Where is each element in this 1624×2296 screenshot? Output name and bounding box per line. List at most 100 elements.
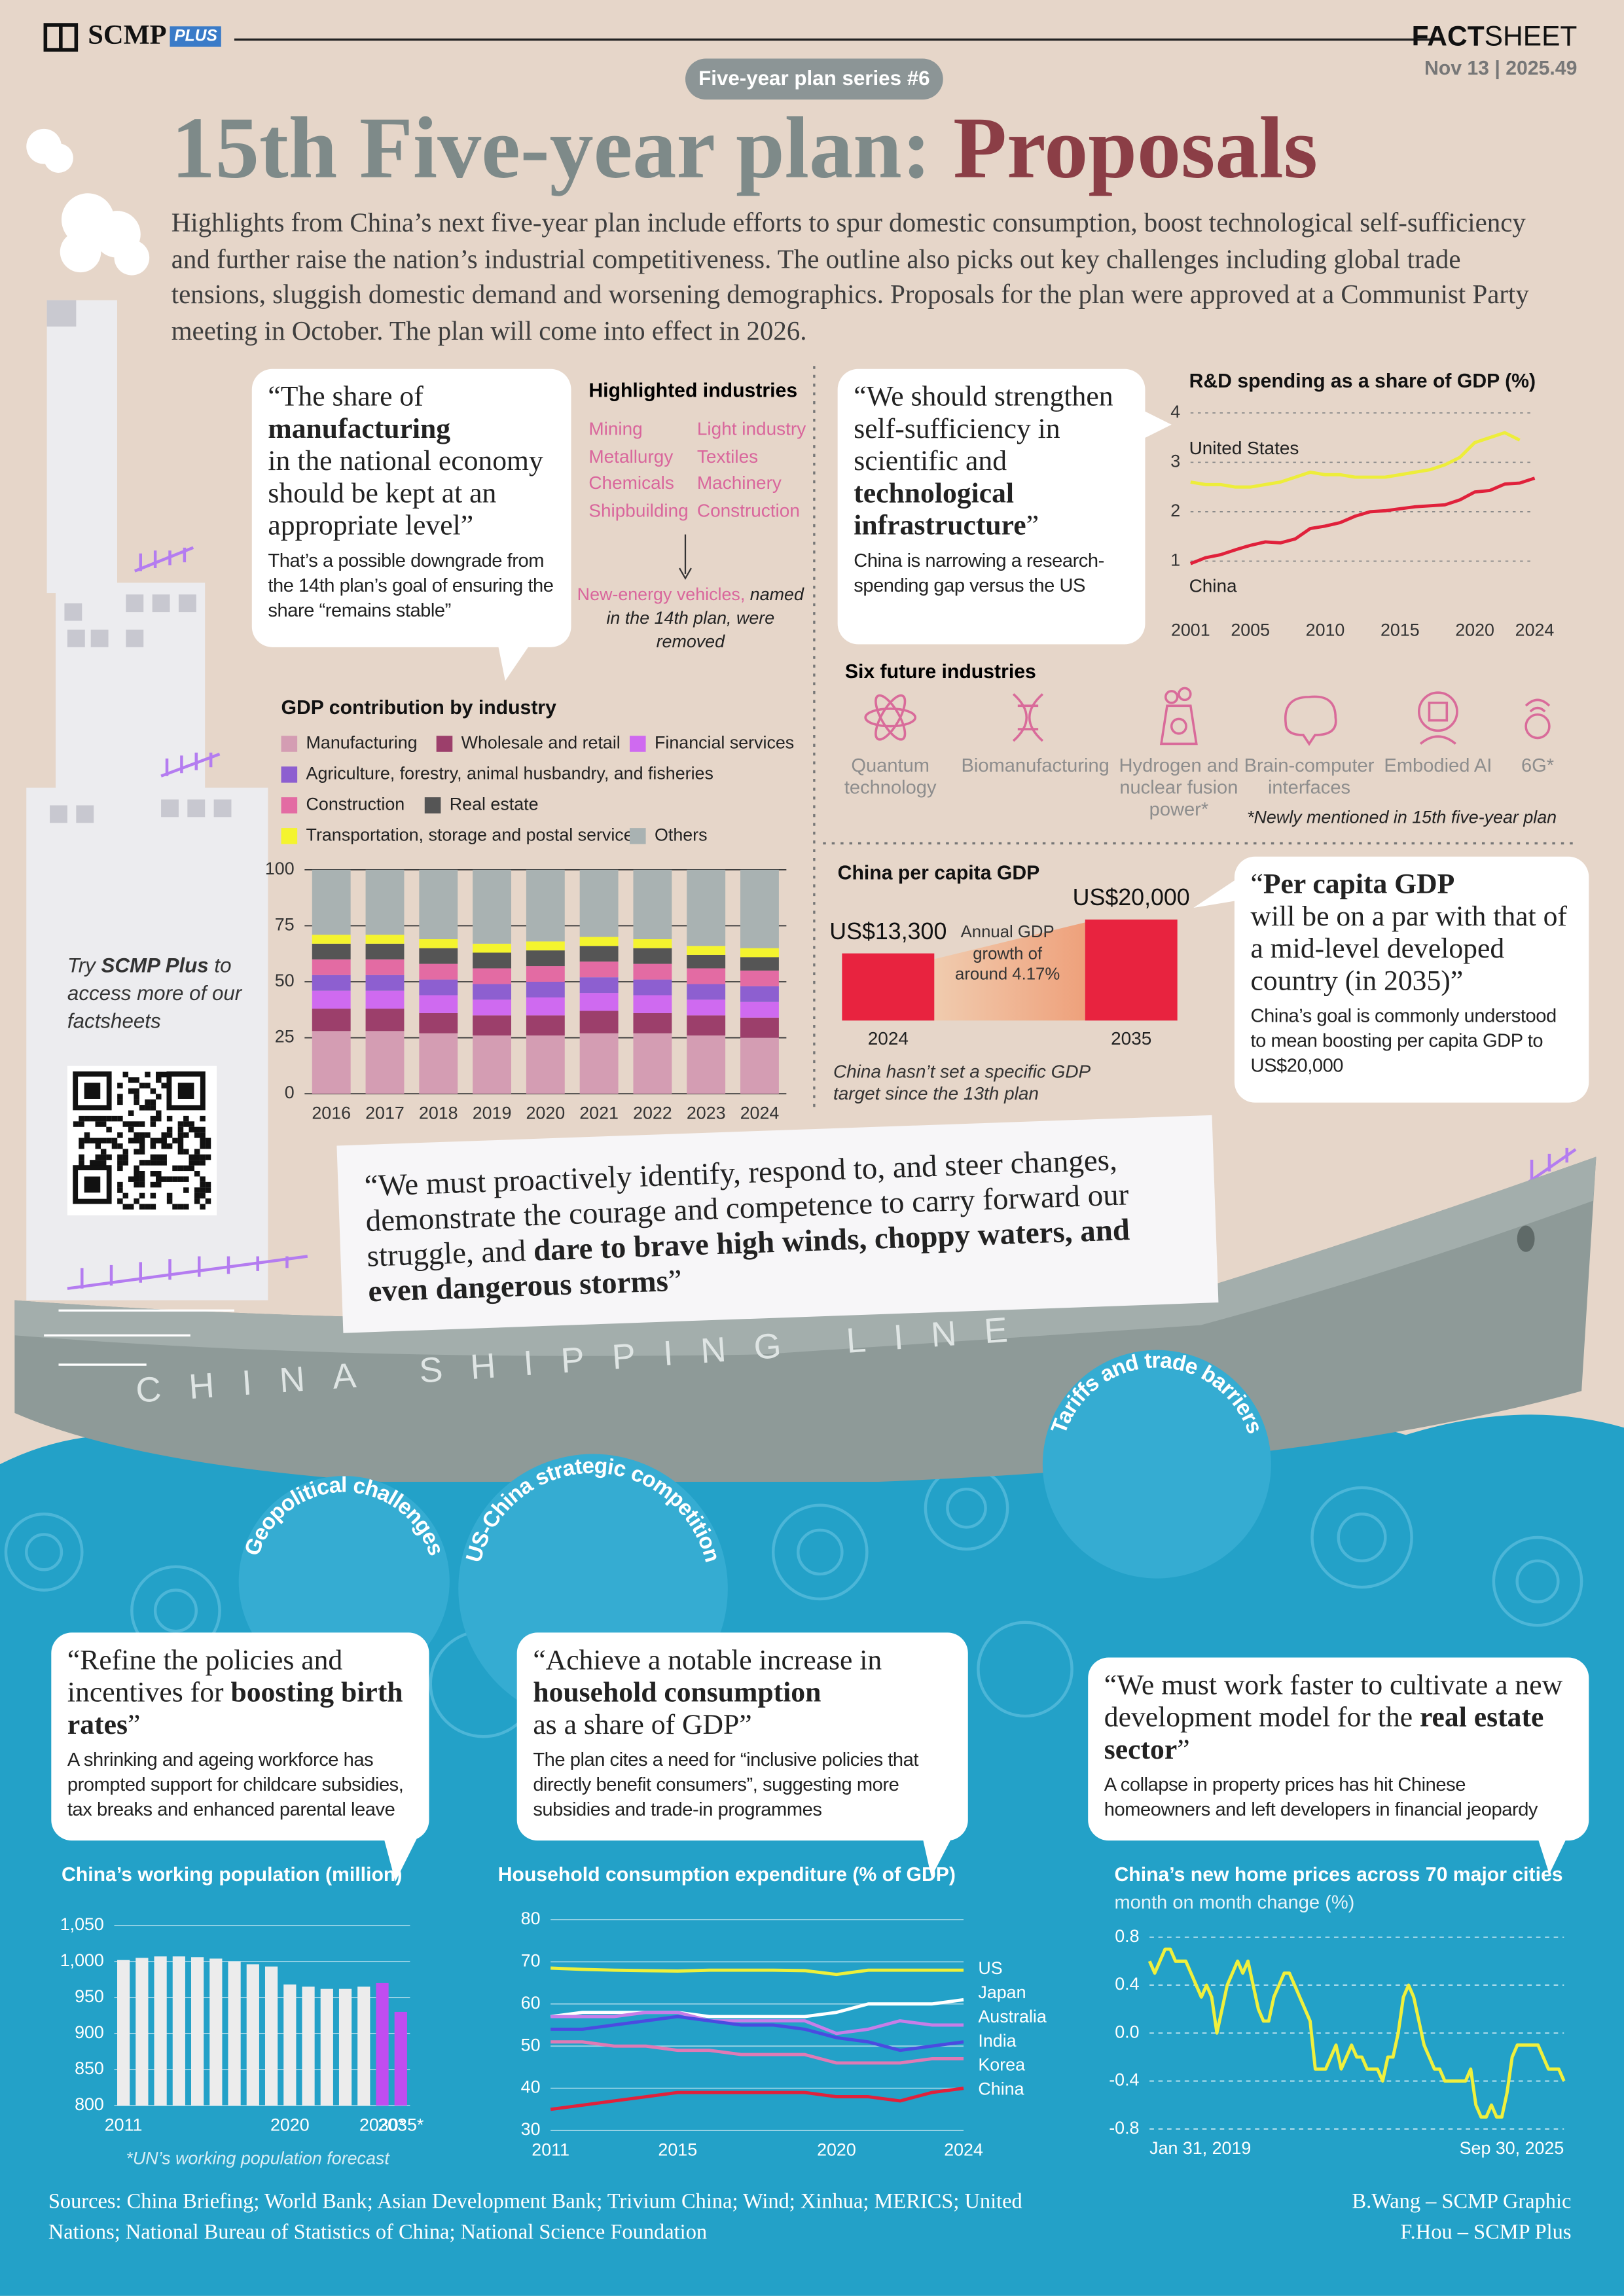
swirl bbox=[4, 1512, 84, 1592]
y-tick-label: 30 bbox=[521, 2119, 541, 2139]
ship-deck bbox=[14, 1157, 1597, 1356]
legend-swatch bbox=[281, 797, 298, 814]
icon-part bbox=[1159, 704, 1198, 745]
legend-label: US bbox=[978, 1958, 1002, 1978]
qr-cell bbox=[177, 1143, 184, 1149]
qr-cell bbox=[134, 1176, 139, 1182]
hull-line bbox=[44, 1309, 234, 1366]
x-tick-label: 2005 bbox=[1231, 620, 1270, 639]
bar-segment bbox=[365, 869, 405, 935]
qr-cell bbox=[183, 1204, 189, 1210]
industries-title: Highlighted industries bbox=[588, 379, 798, 401]
y-tick-label: 0.4 bbox=[1115, 1974, 1139, 1994]
qr-cell bbox=[183, 1115, 189, 1122]
qr-cell bbox=[200, 1193, 206, 1199]
qr-cell bbox=[189, 1126, 195, 1133]
qr-cell bbox=[95, 1138, 101, 1144]
challenge-bubble bbox=[1042, 1350, 1271, 1579]
quote: “The share of manufacturing in the nation… bbox=[268, 382, 554, 543]
bar-segment bbox=[740, 986, 779, 1002]
industry: Shipbuilding bbox=[588, 499, 689, 521]
bar-segment bbox=[419, 939, 458, 948]
qr-cell bbox=[145, 1105, 151, 1111]
qr-cell bbox=[79, 1143, 84, 1149]
industry: Chemicals bbox=[588, 473, 674, 493]
qr-cell bbox=[134, 1088, 139, 1094]
legend-swatch bbox=[629, 828, 646, 844]
bar-segment bbox=[740, 1017, 779, 1038]
railing bbox=[67, 1255, 308, 1290]
x-tick-label: 2022 bbox=[633, 1103, 672, 1123]
y-tick-label: 0.0 bbox=[1115, 2022, 1139, 2041]
bar-segment bbox=[687, 954, 726, 969]
qr-cell bbox=[139, 1160, 145, 1166]
qr-cell bbox=[183, 1149, 189, 1155]
quote-note: A collapse in property prices has hit Ch… bbox=[1104, 1773, 1538, 1820]
porthole bbox=[1517, 1225, 1535, 1252]
qr-cell bbox=[205, 1138, 211, 1144]
window bbox=[187, 799, 206, 817]
icon-part bbox=[864, 707, 917, 728]
qr-cell bbox=[95, 1115, 101, 1122]
sources: Sources: China Briefing; World Bank; Asi… bbox=[48, 2190, 1022, 2245]
window bbox=[213, 799, 232, 817]
quote-text: “We must work faster to cultivate a new … bbox=[1104, 1670, 1563, 1734]
bar-segment bbox=[579, 1011, 619, 1033]
quote-note: That’s a possible downgrade from the 14t… bbox=[268, 548, 554, 621]
bar-segment bbox=[473, 999, 511, 1016]
bar bbox=[135, 1958, 149, 2106]
qr-cell bbox=[194, 1149, 200, 1155]
chart-title: Household consumption expenditure (% of … bbox=[498, 1864, 956, 1886]
qr-cell bbox=[189, 1154, 195, 1160]
qr-cell bbox=[156, 1094, 162, 1100]
qr-cell bbox=[200, 1143, 206, 1149]
rd-chart: R&D spending as a share of GDP (%) 1 2 3 4 2… bbox=[1170, 370, 1554, 639]
credit: B.Wang – SCMP Graphic bbox=[1352, 2190, 1572, 2214]
qr-cell bbox=[84, 1115, 90, 1122]
qr-cell bbox=[79, 1115, 84, 1122]
bar-segment bbox=[312, 990, 351, 1009]
clouds bbox=[26, 128, 150, 276]
bar-segment bbox=[579, 993, 619, 1011]
legend-swatch bbox=[281, 736, 298, 752]
bar-segment bbox=[365, 975, 405, 991]
line-series bbox=[550, 2011, 964, 2036]
x-tick-label: 2015 bbox=[658, 2140, 697, 2159]
qr-cell bbox=[150, 1115, 156, 1122]
bar-segment bbox=[526, 1035, 565, 1094]
bubble-tails bbox=[384, 410, 1567, 1882]
bar-segment bbox=[526, 1015, 565, 1036]
qr-cell bbox=[189, 1121, 195, 1127]
qr-cell bbox=[100, 1121, 107, 1127]
fact: FACT bbox=[1411, 22, 1485, 53]
swirl bbox=[797, 1528, 844, 1576]
qr-cell bbox=[200, 1187, 206, 1193]
qr-cell bbox=[161, 1154, 167, 1160]
future-footnote: *Newly mentioned in 15th five-year plan bbox=[1247, 806, 1557, 827]
qr-cell bbox=[177, 1165, 184, 1172]
qr-cell bbox=[117, 1115, 123, 1122]
legend-swatch bbox=[281, 766, 298, 783]
qr-cell bbox=[200, 1181, 206, 1188]
industry: Mining bbox=[588, 418, 643, 440]
qr-cell bbox=[161, 1083, 167, 1088]
bar bbox=[246, 1964, 259, 2106]
qr-finder bbox=[84, 1176, 101, 1193]
quote-text: “We should strengthen self-sufficiency i… bbox=[854, 382, 1113, 478]
qr-cell bbox=[95, 1143, 101, 1149]
bar-segment bbox=[312, 1031, 351, 1094]
bar bbox=[394, 2011, 407, 2106]
future-icons bbox=[864, 687, 1551, 746]
y-tick-label: 60 bbox=[521, 1993, 541, 2013]
railings bbox=[67, 546, 1577, 1290]
qr-cell bbox=[200, 1126, 206, 1133]
x-tick-label: 2035* bbox=[378, 2115, 424, 2134]
qr-cell bbox=[139, 1176, 145, 1182]
title-accent: Proposals bbox=[953, 99, 1318, 196]
quote-text: “ bbox=[1250, 869, 1263, 901]
bar-segment bbox=[365, 959, 405, 975]
qr-cell bbox=[177, 1149, 184, 1155]
bar-segment bbox=[633, 1013, 672, 1033]
qr-cell bbox=[150, 1181, 156, 1188]
legend-swatch bbox=[424, 797, 441, 814]
